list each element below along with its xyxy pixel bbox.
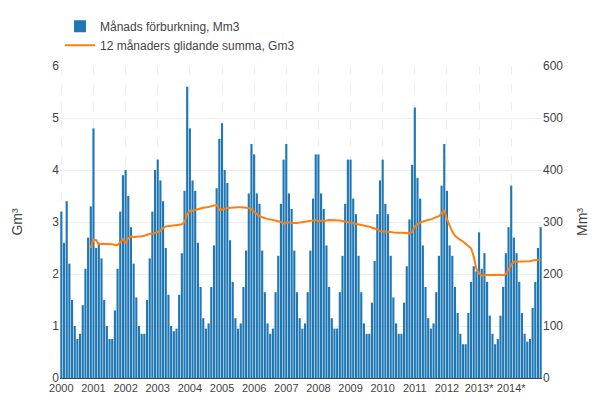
svg-text:2004: 2004: [178, 382, 202, 394]
svg-text:600: 600: [543, 59, 563, 73]
svg-text:2006: 2006: [242, 382, 266, 394]
svg-text:2: 2: [52, 267, 59, 281]
svg-text:Mm³: Mm³: [574, 208, 590, 236]
svg-text:2013*: 2013*: [465, 382, 494, 394]
svg-text:2009: 2009: [338, 382, 362, 394]
svg-text:2014*: 2014*: [497, 382, 526, 394]
svg-text:2000: 2000: [49, 382, 73, 394]
svg-text:2001: 2001: [81, 382, 105, 394]
svg-text:4: 4: [52, 163, 59, 177]
svg-text:6: 6: [52, 59, 59, 73]
svg-text:5: 5: [52, 111, 59, 125]
svg-text:2003: 2003: [145, 382, 169, 394]
svg-text:300: 300: [543, 215, 563, 229]
svg-text:2011: 2011: [403, 382, 427, 394]
svg-text:400: 400: [543, 163, 563, 177]
svg-text:2005: 2005: [210, 382, 234, 394]
svg-text:2007: 2007: [274, 382, 298, 394]
svg-text:2012: 2012: [435, 382, 459, 394]
svg-text:2008: 2008: [306, 382, 330, 394]
svg-text:500: 500: [543, 111, 563, 125]
svg-text:1: 1: [52, 319, 59, 333]
svg-text:Månads förburkning, Mm3: Månads förburkning, Mm3: [100, 20, 240, 34]
svg-text:0: 0: [52, 371, 59, 385]
svg-text:3: 3: [52, 215, 59, 229]
svg-text:Gm³: Gm³: [9, 208, 25, 236]
svg-text:0: 0: [543, 371, 550, 385]
svg-text:12 månaders glidande summa, Gm: 12 månaders glidande summa, Gm3: [100, 39, 294, 53]
svg-text:2002: 2002: [113, 382, 137, 394]
svg-text:2010: 2010: [370, 382, 394, 394]
svg-text:200: 200: [543, 267, 563, 281]
svg-text:100: 100: [543, 319, 563, 333]
